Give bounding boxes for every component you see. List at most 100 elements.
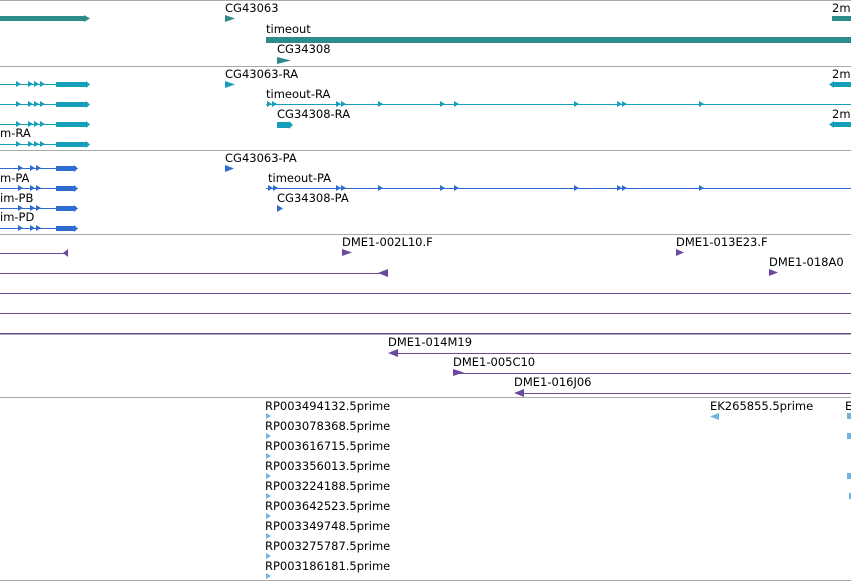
cds-arrow xyxy=(699,185,704,191)
cds-label-left-pb[interactable]: im-PB xyxy=(0,191,34,205)
cds-label-timeout-pa[interactable]: timeout-PA xyxy=(268,171,332,185)
transcript-exon-cg34308-ra[interactable] xyxy=(277,122,289,128)
clone-label-dme1-014m19[interactable]: DME1-014M19 xyxy=(388,335,473,349)
transcript-label-cg34308-ra[interactable]: CG34308-RA xyxy=(277,107,351,121)
cds-label-cg34308-pa[interactable]: CG34308-PA xyxy=(277,191,349,205)
cds-exon-left-4[interactable] xyxy=(56,226,74,231)
transcript-arrow xyxy=(440,101,445,107)
cds-arrow xyxy=(440,185,445,191)
transcript-label-right-cut-1[interactable]: 2m xyxy=(832,67,851,81)
est-mark-right xyxy=(847,433,851,439)
gene-bar-left[interactable] xyxy=(0,16,84,21)
clone-label-dme1-018a0[interactable]: DME1-018A0 xyxy=(769,255,844,269)
est-label[interactable]: RP003642523.5prime xyxy=(265,499,391,513)
cds-arrow xyxy=(341,185,346,191)
cds-arrow xyxy=(36,225,41,231)
cds-line-timeout-pa[interactable] xyxy=(266,188,851,189)
clone-line-left[interactable] xyxy=(0,253,66,254)
transcript-arrow xyxy=(28,81,33,87)
cds-label-cg43063-pa[interactable]: CG43063-PA xyxy=(225,151,297,165)
gene-label-cg43063[interactable]: CG43063 xyxy=(225,1,279,15)
cds-arrow-cg34308-pa xyxy=(277,205,283,212)
clone-label-dme1-013e23[interactable]: DME1-013E23.F xyxy=(676,235,768,249)
cds-exon-left-3[interactable] xyxy=(56,206,74,211)
gene-bar-timeout[interactable] xyxy=(266,37,851,43)
gene-label-timeout[interactable]: timeout xyxy=(266,22,311,36)
transcript-exon-left-1[interactable] xyxy=(56,82,86,87)
est-label[interactable]: RP003078368.5prime xyxy=(265,419,391,433)
track-separator-clones-1 xyxy=(0,234,851,235)
est-arrow xyxy=(266,533,271,539)
transcript-label-cg43063-ra[interactable]: CG43063-RA xyxy=(225,67,299,81)
clone-label-dme1-016j06[interactable]: DME1-016J06 xyxy=(514,375,592,389)
est-label[interactable]: RP003275787.5prime xyxy=(265,539,391,553)
gene-label-right-cut[interactable]: 2m xyxy=(832,1,851,15)
clone-label-dme1-002l10[interactable]: DME1-002L10.F xyxy=(342,235,433,249)
transcript-arrow xyxy=(574,101,579,107)
transcript-label-timeout-ra[interactable]: timeout-RA xyxy=(266,87,331,101)
est-arrow xyxy=(266,413,271,419)
transcript-exon-left-4[interactable] xyxy=(56,142,86,147)
est-label[interactable]: RP003616715.5prime xyxy=(265,439,391,453)
transcript-arrow xyxy=(40,101,45,107)
clone-arrow-long-end xyxy=(378,269,388,277)
transcript-arrow xyxy=(699,101,704,107)
clone-arrow-dme1-014m19 xyxy=(388,349,398,357)
clone-line-full-3[interactable] xyxy=(0,333,851,334)
est-arrow-ek265855 xyxy=(710,413,719,420)
track-separator-est xyxy=(0,397,851,398)
est-label-ek265855[interactable]: EK265855.5prime xyxy=(710,399,814,413)
est-label[interactable]: RP003349748.5prime xyxy=(265,519,391,533)
clone-line-dme1-014m19[interactable] xyxy=(392,353,851,354)
gene-label-cg34308[interactable]: CG34308 xyxy=(277,42,331,56)
cds-arrow xyxy=(74,205,78,212)
transcript-label-left-cut[interactable]: m-RA xyxy=(0,126,31,140)
cds-arrow xyxy=(74,185,78,192)
gene-bar-right[interactable] xyxy=(832,16,851,21)
transcript-exon-right-1[interactable] xyxy=(834,82,851,87)
clone-arrow-dme1-002l10 xyxy=(342,249,352,256)
transcript-exon-left-2[interactable] xyxy=(56,102,86,107)
clone-line-dme1-016j06[interactable] xyxy=(516,393,851,394)
cds-arrow xyxy=(36,185,41,191)
cds-label-left-pd[interactable]: im-PD xyxy=(0,210,35,224)
transcript-exon-right-2[interactable] xyxy=(834,122,851,127)
est-arrow xyxy=(266,493,271,499)
gene-arrow-cg34308 xyxy=(277,57,291,64)
cds-arrow xyxy=(622,185,627,191)
est-label[interactable]: RP003224188.5prime xyxy=(265,479,391,493)
transcript-line-timeout-ra[interactable] xyxy=(266,104,851,105)
clone-line-long[interactable] xyxy=(0,273,386,274)
cds-arrow xyxy=(30,165,35,171)
track-separator-proteins xyxy=(0,150,851,151)
transcript-arrow xyxy=(86,81,90,88)
cds-exon-left-2[interactable] xyxy=(56,186,74,191)
clone-label-dme1-005c10[interactable]: DME1-005C10 xyxy=(453,355,536,369)
transcript-label-right-cut-2[interactable]: 2m xyxy=(832,107,851,121)
transcript-arrow-cg43063-ra xyxy=(225,81,235,88)
transcript-exon-left-3[interactable] xyxy=(56,122,86,127)
transcript-arrow xyxy=(34,141,39,147)
cds-arrow xyxy=(273,185,278,191)
cds-arrow xyxy=(18,225,23,231)
transcript-arrow xyxy=(16,141,21,147)
cds-arrow xyxy=(30,205,35,211)
est-mark-right xyxy=(847,473,851,479)
clone-line-dme1-005c10[interactable] xyxy=(453,373,851,374)
track-separator-genes xyxy=(0,0,851,1)
transcript-arrow xyxy=(617,101,622,107)
est-label[interactable]: RP003356013.5prime xyxy=(265,459,391,473)
clone-line-full-1[interactable] xyxy=(0,293,851,294)
cds-exon-left-1[interactable] xyxy=(56,166,74,171)
cds-label-left-pa[interactable]: m-PA xyxy=(0,171,30,185)
est-label-right-cut[interactable]: E xyxy=(845,399,851,413)
transcript-arrow xyxy=(40,121,45,127)
transcript-arrow xyxy=(454,101,459,107)
est-label[interactable]: RP003186181.5prime xyxy=(265,559,391,573)
est-label[interactable]: RP003494132.5prime xyxy=(265,399,391,413)
clone-line-full-2[interactable] xyxy=(0,313,851,314)
